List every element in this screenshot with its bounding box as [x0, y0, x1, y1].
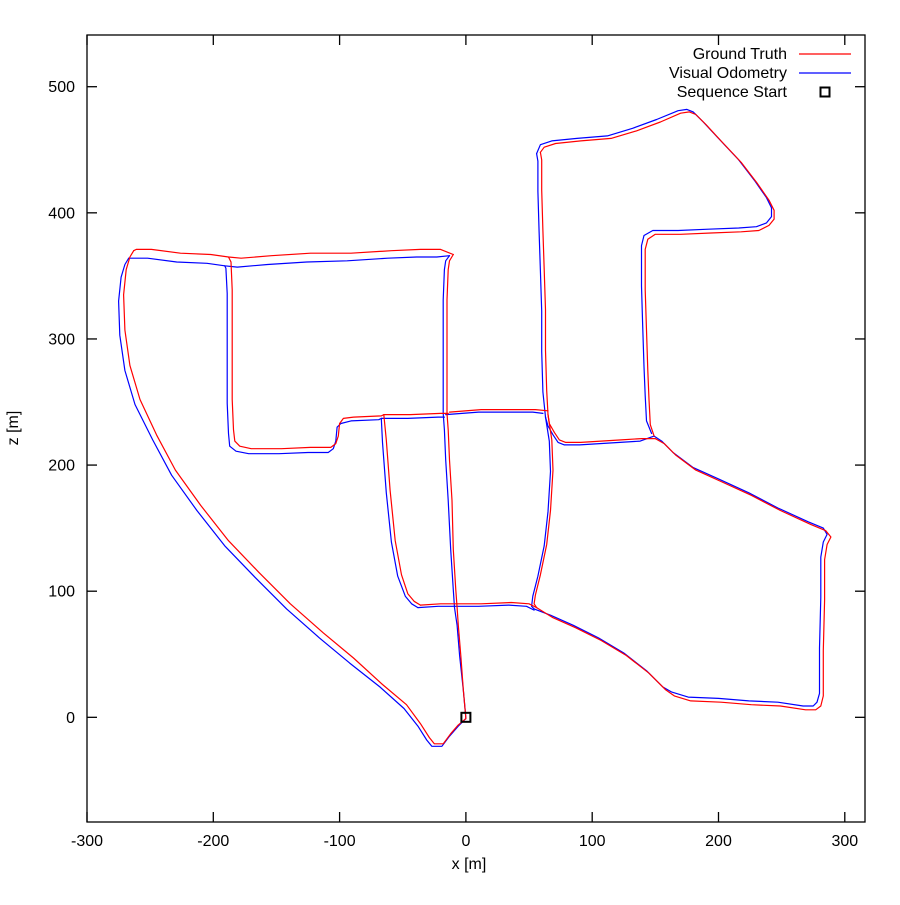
legend-marker-sequence-start-icon [819, 86, 831, 98]
ground-truth-path-southeast-loop [536, 438, 832, 711]
visual-odometry-path-west-vertical [380, 417, 419, 609]
visual-odometry-path-north-road-z365 [128, 255, 451, 268]
ground-truth-path-north-road-z365 [133, 248, 454, 259]
y-axis-label: z [m] [5, 411, 22, 446]
ground-truth-path-road-z243 [448, 409, 549, 413]
ground-truth-path-road-z220 [547, 414, 656, 443]
x-tick-label-200: 200 [705, 833, 732, 850]
z-tick-label-300: 300 [48, 331, 75, 348]
x-tick-label-0: 0 [461, 833, 470, 850]
visual-odometry-path-inner-block [224, 265, 445, 455]
axis-tick-labels: -300 -200 -100 0 100 200 300 0 100 200 300 400 500 [48, 79, 858, 850]
visual-odometry-path-street65-south [531, 416, 552, 610]
legend: Ground Truth Visual Odometry Sequence St… [669, 46, 851, 101]
visual-odometry-path-road-z90 [417, 604, 535, 611]
visual-odometry-path-northeast-loop [536, 108, 773, 435]
x-axis-label: x [m] [452, 856, 487, 873]
x-tick-label--200: -200 [197, 833, 229, 850]
visual-odometry-path-southeast-loop [533, 435, 828, 707]
ground-truth-path-start-artery [446, 253, 467, 720]
visual-odometry-path-left-loop [118, 257, 467, 747]
trajectory-paths [118, 108, 832, 747]
legend-label-visual-odometry: Visual Odometry [669, 65, 787, 82]
ground-truth-path-left-loop [123, 250, 467, 745]
ground-truth-path-inner-block [227, 256, 449, 450]
x-tick-label-300: 300 [831, 833, 858, 850]
sequence-start-marker-layer [460, 711, 472, 723]
x-tick-label--100: -100 [324, 833, 356, 850]
ground-truth-path-street65-north [539, 151, 549, 416]
legend-label-sequence-start: Sequence Start [677, 84, 788, 101]
ground-truth-path-west-vertical [383, 414, 421, 606]
visual-odometry-path-street65-north [536, 153, 547, 418]
z-tick-label-400: 400 [48, 205, 75, 222]
x-tick-label--300: -300 [71, 833, 103, 850]
legend-label-ground-truth: Ground Truth [693, 46, 787, 63]
axis-ticks [86, 35, 865, 822]
visual-odometry-path-start-artery [442, 255, 467, 720]
z-tick-label-200: 200 [48, 458, 75, 475]
plot-border [86, 34, 866, 823]
z-tick-label-100: 100 [48, 584, 75, 601]
sequence-start-marker [460, 711, 472, 723]
z-tick-label-0: 0 [66, 710, 75, 727]
ground-truth-path-northeast-loop [539, 111, 775, 437]
x-tick-label-100: 100 [579, 833, 606, 850]
ground-truth-path-road-z90 [419, 601, 538, 609]
z-tick-label-500: 500 [48, 79, 75, 96]
visual-odometry-path-road-z243 [445, 411, 544, 416]
ground-truth-path-street65-south [533, 414, 554, 609]
